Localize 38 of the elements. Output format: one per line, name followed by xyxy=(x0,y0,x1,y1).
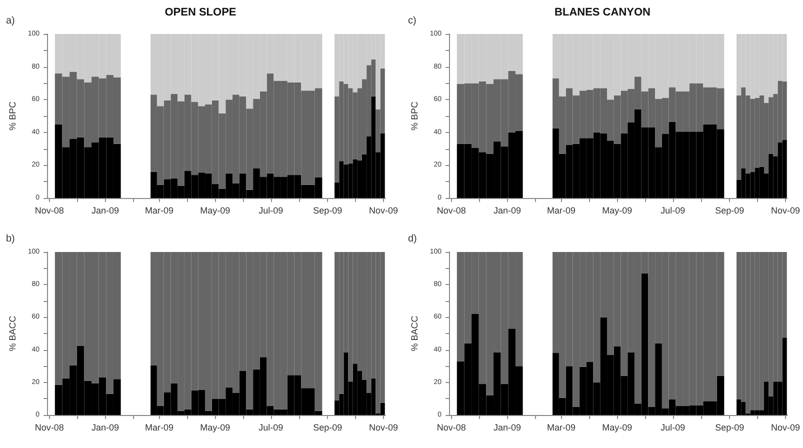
x-tick-label: Nov-09 xyxy=(368,206,398,216)
chart-title: OPEN SLOPE xyxy=(164,6,236,18)
text: c) xyxy=(408,16,416,26)
y-axis-title: % BPC xyxy=(8,101,18,131)
y-axis-title: % BACC xyxy=(8,315,18,352)
x-tick-label: Jul-09 xyxy=(660,422,686,432)
x-tick-label: Jan-09 xyxy=(91,422,120,432)
text: b) xyxy=(6,234,15,244)
x-tick-label: Mar-09 xyxy=(144,206,174,216)
text: d) xyxy=(408,234,417,244)
x-tick-label: May-09 xyxy=(200,422,230,432)
x-tick-label: Mar-09 xyxy=(546,206,576,216)
x-tick-label: Nov-08 xyxy=(34,422,64,432)
y-axis-title: % BACC xyxy=(410,315,420,352)
x-tick-label: Sep-09 xyxy=(715,206,744,216)
x-tick-label: Jan-09 xyxy=(493,422,522,432)
x-tick-label: Nov-08 xyxy=(34,206,64,216)
x-tick-label: Jan-09 xyxy=(91,206,120,216)
x-tick-label: Nov-09 xyxy=(368,422,398,432)
y-axis-title: % BPC xyxy=(410,101,420,131)
x-tick-label: Jul-09 xyxy=(258,206,284,216)
x-tick-label: Nov-08 xyxy=(436,422,466,432)
x-tick-label: May-09 xyxy=(602,206,632,216)
x-tick-label: Jul-09 xyxy=(258,422,284,432)
chart-title: BLANES CANYON xyxy=(554,6,651,18)
x-tick-label: Mar-09 xyxy=(546,422,576,432)
text: a) xyxy=(6,16,15,26)
x-tick-label: Nov-09 xyxy=(770,206,800,216)
x-tick-label: Sep-09 xyxy=(715,422,744,432)
x-tick-label: Sep-09 xyxy=(313,422,342,432)
x-tick-label: Sep-09 xyxy=(313,206,342,216)
x-tick-label: May-09 xyxy=(602,422,632,432)
x-tick-label: May-09 xyxy=(200,206,230,216)
x-tick-label: Nov-08 xyxy=(436,206,466,216)
x-tick-label: Jan-09 xyxy=(493,206,522,216)
x-tick-label: Jul-09 xyxy=(660,206,686,216)
x-tick-label: Nov-09 xyxy=(770,422,800,432)
x-tick-label: Mar-09 xyxy=(144,422,174,432)
